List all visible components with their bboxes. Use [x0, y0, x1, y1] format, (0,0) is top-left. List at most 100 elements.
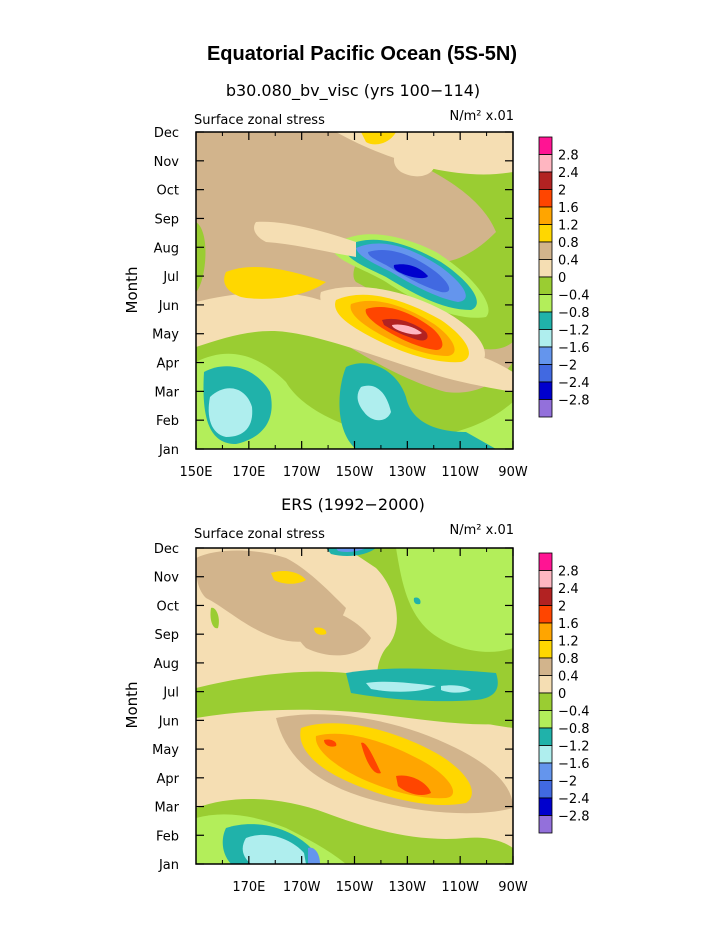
- x-tick-label: 150W: [336, 880, 374, 895]
- colorbar-label: 1.6: [558, 201, 579, 216]
- colorbar-swatch: [538, 762, 553, 781]
- colorbar-swatch: [538, 311, 553, 330]
- y-tick-label: May: [152, 743, 179, 758]
- colorbar-swatch: [538, 399, 553, 418]
- colorbar-label: −2: [558, 775, 577, 790]
- y-tick-label: Feb: [156, 414, 179, 429]
- colorbar-swatch: [538, 745, 553, 764]
- colorbar-label: 1.2: [558, 219, 579, 234]
- y-tick-label: Jun: [158, 714, 179, 729]
- colorbar-swatch: [538, 815, 553, 834]
- y-tick-label: May: [152, 328, 179, 343]
- contour-plot-model: [196, 132, 513, 449]
- y-tick-label: Dec: [154, 126, 179, 141]
- panel-left-label: Surface zonal stress: [194, 527, 325, 542]
- colorbar-label: −2.8: [558, 394, 590, 409]
- colorbar-swatch: [538, 570, 553, 589]
- panel-title: b30.080_bv_visc (yrs 100−114): [226, 81, 480, 101]
- colorbar: 2.8 2.4 2 1.6 1.2 0.8 0.4 0 −0.4 −0.8 −1.2 −1.6 −2 −2…: [538, 136, 590, 418]
- x-tick-label: 130W: [388, 465, 426, 480]
- contour-panel-model: b30.080_bv_visc (yrs 100−114) Surface zo…: [123, 81, 514, 449]
- y-tick-label: Feb: [156, 829, 179, 844]
- colorbar-label: 2.8: [558, 565, 579, 580]
- panel-title: ERS (1992−2000): [281, 495, 425, 514]
- colorbar-label: 0.4: [558, 670, 579, 685]
- y-tick-label: Jan: [158, 443, 179, 458]
- colorbar-swatch: [538, 622, 553, 641]
- colorbar-swatch: [538, 189, 553, 208]
- x-tick-label: 170E: [232, 465, 265, 480]
- x-tick-label: 90W: [498, 880, 528, 895]
- colorbar-label: 2.4: [558, 582, 579, 597]
- y-tick-label: Nov: [154, 155, 180, 170]
- colorbar-label: −1.2: [558, 740, 590, 755]
- colorbar-swatch: [538, 727, 553, 746]
- colorbar: 2.8 2.4 2 1.6 1.2 0.8 0.4 0 −0.4 −0.8 −1.2 −1.6 −2 −2…: [538, 552, 590, 834]
- panel-left-label: Surface zonal stress: [194, 113, 325, 128]
- panel-units-label: N/m² x.01: [450, 523, 514, 538]
- x-tick-label: 110W: [441, 465, 479, 480]
- y-tick-label: Sep: [154, 628, 179, 643]
- colorbar-label: −2.4: [558, 792, 590, 807]
- colorbar-label: 0.8: [558, 236, 579, 251]
- colorbar-label: 2.8: [558, 149, 579, 164]
- colorbar-swatch: [538, 587, 553, 606]
- colorbar-label: −1.2: [558, 324, 590, 339]
- contour-panel-observed: ERS (1992−2000) Surface zonal stress N/m…: [123, 495, 514, 864]
- colorbar-label: 2: [558, 600, 566, 615]
- x-tick-label: 170E: [232, 880, 265, 895]
- x-tick-label: 90W: [498, 465, 528, 480]
- colorbar-swatch: [538, 136, 553, 155]
- y-tick-label: Mar: [154, 385, 179, 400]
- y-tick-label: Apr: [157, 357, 180, 372]
- colorbar-label: −2: [558, 359, 577, 374]
- panel-units-label: N/m² x.01: [450, 109, 514, 124]
- colorbar-swatch: [538, 329, 553, 348]
- y-tick-label: Dec: [154, 542, 179, 557]
- y-tick-label: Aug: [154, 657, 179, 672]
- colorbar-label: −0.4: [558, 705, 590, 720]
- colorbar-swatch: [538, 259, 553, 278]
- y-axis-label: Month: [123, 681, 141, 728]
- colorbar-swatch: [538, 206, 553, 225]
- colorbar-swatch: [538, 640, 553, 659]
- colorbar-label: −0.8: [558, 722, 590, 737]
- colorbar-label: 0: [558, 687, 566, 702]
- y-tick-label: Jul: [162, 270, 179, 285]
- colorbar-swatch: [538, 675, 553, 694]
- colorbar-swatch: [538, 780, 553, 799]
- colorbar-swatch: [538, 224, 553, 243]
- colorbar-swatch: [538, 346, 553, 365]
- colorbar-label: 1.2: [558, 635, 579, 650]
- colorbar-label: −1.6: [558, 757, 590, 772]
- y-axis-label: Month: [123, 266, 141, 313]
- y-tick-label: Jan: [158, 858, 179, 873]
- y-tick-label: Jul: [162, 686, 179, 701]
- colorbar-swatch: [538, 381, 553, 400]
- x-tick-label: 150W: [336, 465, 374, 480]
- figure-title: Equatorial Pacific Ocean (5S-5N): [207, 43, 517, 65]
- colorbar-swatch: [538, 657, 553, 676]
- colorbar-swatch: [538, 171, 553, 190]
- colorbar-label: −0.8: [558, 306, 590, 321]
- colorbar-swatch: [538, 364, 553, 383]
- x-tick-label: 170W: [283, 880, 321, 895]
- colorbar-label: 0.8: [558, 652, 579, 667]
- y-tick-label: Mar: [154, 801, 179, 816]
- y-tick-label: Sep: [154, 212, 179, 227]
- colorbar-swatch: [538, 154, 553, 173]
- axes-panel-1: Jan Feb Mar Apr May Jun Jul Aug Sep Oct Nov Dec 170E…: [152, 542, 589, 895]
- colorbar-swatch: [538, 241, 553, 260]
- y-tick-label: Aug: [154, 241, 179, 256]
- colorbar-swatch: [538, 276, 553, 295]
- y-tick-label: Oct: [157, 599, 179, 614]
- colorbar-label: 0: [558, 271, 566, 286]
- y-tick-label: Nov: [154, 571, 180, 586]
- colorbar-label: −0.4: [558, 289, 590, 304]
- colorbar-label: 2: [558, 184, 566, 199]
- y-tick-label: Jun: [158, 299, 179, 314]
- colorbar-label: −1.6: [558, 341, 590, 356]
- colorbar-label: 2.4: [558, 166, 579, 181]
- x-tick-label: 170W: [283, 465, 321, 480]
- x-tick-label: 150E: [179, 465, 212, 480]
